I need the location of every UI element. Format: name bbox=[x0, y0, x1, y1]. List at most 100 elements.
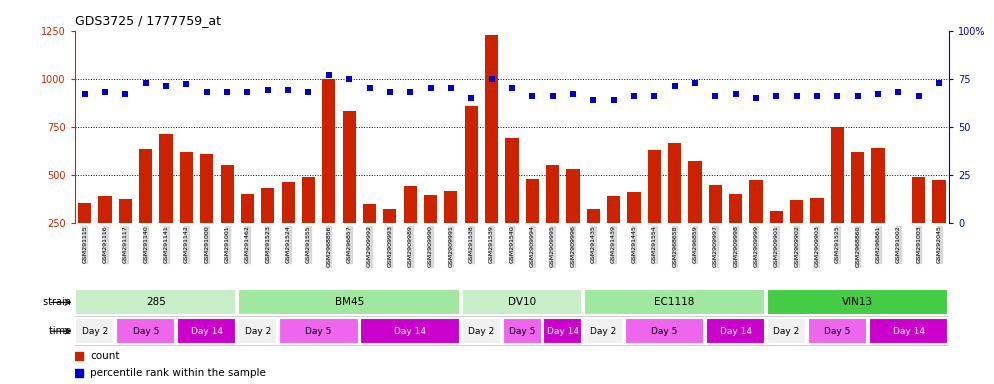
Bar bbox=[139, 149, 152, 271]
FancyBboxPatch shape bbox=[808, 318, 867, 344]
FancyBboxPatch shape bbox=[503, 318, 542, 344]
Point bbox=[605, 97, 621, 103]
Point bbox=[870, 91, 886, 97]
Bar bbox=[872, 148, 885, 271]
Point bbox=[504, 85, 520, 91]
Bar bbox=[627, 192, 640, 271]
Bar bbox=[810, 198, 824, 271]
Bar bbox=[729, 194, 743, 271]
FancyBboxPatch shape bbox=[583, 318, 623, 344]
Bar bbox=[119, 199, 132, 271]
Point bbox=[219, 89, 235, 95]
Point bbox=[708, 93, 724, 99]
Bar bbox=[689, 161, 702, 271]
Text: Day 2: Day 2 bbox=[773, 327, 799, 336]
Text: GDS3725 / 1777759_at: GDS3725 / 1777759_at bbox=[75, 14, 221, 27]
FancyBboxPatch shape bbox=[462, 318, 501, 344]
Bar bbox=[749, 180, 762, 271]
FancyBboxPatch shape bbox=[239, 318, 277, 344]
Bar bbox=[200, 154, 214, 271]
Point bbox=[240, 89, 255, 95]
FancyBboxPatch shape bbox=[767, 318, 806, 344]
Text: Day 2: Day 2 bbox=[590, 327, 616, 336]
Point bbox=[565, 91, 580, 97]
Point bbox=[341, 76, 357, 82]
Bar bbox=[851, 152, 865, 271]
FancyBboxPatch shape bbox=[462, 290, 582, 315]
Text: 285: 285 bbox=[146, 297, 166, 308]
Bar bbox=[709, 185, 722, 271]
Point bbox=[829, 93, 845, 99]
Bar bbox=[302, 177, 315, 271]
Point bbox=[382, 89, 398, 95]
Point bbox=[911, 93, 926, 99]
Point bbox=[77, 91, 92, 97]
Point bbox=[748, 95, 764, 101]
Point bbox=[626, 93, 642, 99]
Point bbox=[687, 79, 703, 86]
Text: Day 5: Day 5 bbox=[824, 327, 851, 336]
Text: Day 14: Day 14 bbox=[720, 327, 751, 336]
Text: count: count bbox=[90, 351, 120, 361]
Text: Day 5: Day 5 bbox=[509, 327, 535, 336]
Point bbox=[199, 89, 215, 95]
Text: VIN13: VIN13 bbox=[842, 297, 874, 308]
Text: Day 14: Day 14 bbox=[547, 327, 579, 336]
Bar bbox=[221, 165, 234, 271]
Point bbox=[850, 93, 866, 99]
Bar bbox=[241, 194, 254, 271]
Text: Day 2: Day 2 bbox=[468, 327, 495, 336]
Bar bbox=[526, 179, 539, 271]
Point bbox=[259, 87, 275, 93]
Point bbox=[809, 93, 825, 99]
Bar bbox=[261, 188, 274, 271]
Point bbox=[545, 93, 561, 99]
Text: EC1118: EC1118 bbox=[654, 297, 695, 308]
Text: time: time bbox=[50, 326, 75, 336]
Point bbox=[667, 83, 683, 89]
Point bbox=[646, 93, 662, 99]
Bar bbox=[769, 211, 783, 271]
Text: percentile rank within the sample: percentile rank within the sample bbox=[90, 368, 266, 378]
Point bbox=[321, 72, 337, 78]
FancyBboxPatch shape bbox=[767, 290, 948, 315]
Bar bbox=[485, 35, 498, 271]
FancyBboxPatch shape bbox=[624, 318, 705, 344]
Point bbox=[179, 81, 195, 88]
FancyBboxPatch shape bbox=[76, 290, 237, 315]
Bar bbox=[932, 180, 945, 271]
Bar bbox=[607, 196, 620, 271]
Point bbox=[463, 95, 479, 101]
Bar bbox=[180, 152, 193, 271]
Point bbox=[422, 85, 438, 91]
Text: strain: strain bbox=[44, 297, 75, 308]
Point bbox=[280, 87, 296, 93]
Bar bbox=[668, 143, 681, 271]
Bar bbox=[159, 134, 173, 271]
Bar bbox=[322, 79, 335, 271]
FancyBboxPatch shape bbox=[869, 318, 948, 344]
Point bbox=[585, 97, 601, 103]
Text: DV10: DV10 bbox=[508, 297, 536, 308]
Bar bbox=[98, 196, 111, 271]
Point bbox=[138, 79, 154, 86]
Bar bbox=[790, 200, 803, 271]
Bar bbox=[546, 165, 560, 271]
Bar bbox=[586, 209, 600, 271]
Text: Day 2: Day 2 bbox=[245, 327, 270, 336]
FancyBboxPatch shape bbox=[239, 290, 460, 315]
Text: Day 14: Day 14 bbox=[893, 327, 924, 336]
Point bbox=[789, 93, 805, 99]
Text: Day 5: Day 5 bbox=[305, 327, 332, 336]
Bar bbox=[567, 169, 580, 271]
Point bbox=[97, 89, 113, 95]
Point bbox=[300, 89, 316, 95]
Point bbox=[728, 91, 744, 97]
Point bbox=[158, 83, 174, 89]
Point bbox=[768, 93, 784, 99]
Bar bbox=[404, 186, 416, 271]
Point bbox=[524, 93, 540, 99]
Bar bbox=[892, 248, 905, 271]
FancyBboxPatch shape bbox=[706, 318, 765, 344]
FancyBboxPatch shape bbox=[177, 318, 237, 344]
